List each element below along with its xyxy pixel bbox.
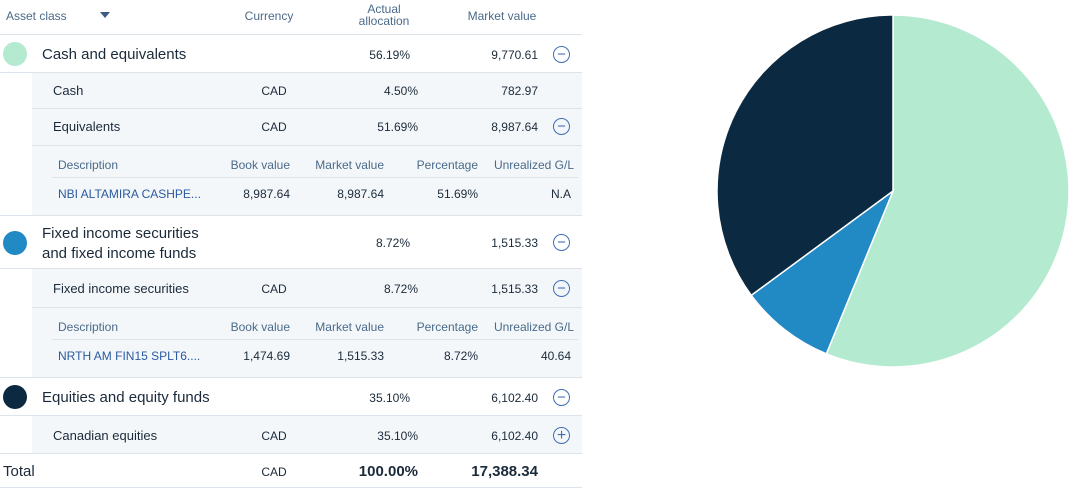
detail-header-market-value: Market value (315, 320, 384, 334)
subrow-currency: CAD (261, 282, 287, 296)
total-allocation: 100.00% (358, 463, 418, 480)
detail-header-unrealized-gl: Unrealized G/L (493, 320, 574, 334)
detail-header-description: Description (58, 320, 119, 334)
group-market-value: 6,102.40 (491, 391, 538, 405)
total-currency: CAD (261, 465, 287, 479)
asset-class-header[interactable]: Asset class (6, 9, 67, 23)
group-market-value: 1,515.33 (491, 236, 538, 250)
group-allocation: 8.72% (375, 236, 410, 250)
group-title-fixed-income: Fixed income securities and fixed income… (42, 225, 199, 262)
detail-header-market-value: Market value (315, 158, 384, 172)
subrow-currency: CAD (261, 120, 287, 134)
pie-slice-2 (716, 14, 894, 297)
subrow-allocation: 4.50% (383, 84, 418, 98)
subrow-allocation: 51.69% (377, 120, 418, 134)
allocation-header: Actual allocation (358, 2, 410, 28)
group-title-cash: Cash and equivalents (42, 46, 187, 63)
subrow-market-value: 6,102.40 (491, 429, 538, 443)
group-allocation: 56.19% (369, 48, 410, 62)
currency-header: Currency (244, 9, 294, 23)
subrow-name: Fixed income securities (53, 281, 189, 296)
collapse-equities-icon[interactable]: − (553, 389, 570, 406)
pie-slice-0 (825, 14, 1070, 368)
sort-caret-icon[interactable] (100, 12, 110, 18)
equities-legend-dot (3, 385, 27, 409)
detail-market-value: 1,515.33 (337, 349, 384, 363)
group-title-equities: Equities and equity funds (42, 389, 210, 406)
fixed-income-legend-dot (3, 231, 27, 255)
detail-header-book-value: Book value (230, 320, 290, 334)
allocation-pie-chart (716, 14, 1070, 368)
collapse-cash-icon[interactable]: − (553, 46, 570, 63)
group-allocation: 35.10% (369, 391, 410, 405)
group-market-value: 9,770.61 (491, 48, 538, 62)
total-label: Total (3, 463, 35, 480)
detail-unrealized-gl: N.A (550, 187, 571, 201)
expand-canadian-equities-icon[interactable]: + (553, 427, 570, 444)
detail-header-book-value: Book value (230, 158, 290, 172)
subrow-allocation: 35.10% (377, 429, 418, 443)
detail-header-percentage: Percentage (416, 158, 478, 172)
subrow-currency: CAD (261, 84, 287, 98)
detail-header-description: Description (58, 158, 119, 172)
cash-legend-dot (3, 42, 27, 66)
detail-percentage: 51.69% (437, 187, 478, 201)
subrow-market-value: 8,987.64 (491, 120, 538, 134)
subrow-currency: CAD (261, 429, 287, 443)
subrow-name: Equivalents (53, 119, 121, 134)
subrow-market-value: 1,515.33 (491, 282, 538, 296)
detail-description-link[interactable]: NRTH AM FIN15 SPLT6.... (58, 349, 201, 363)
detail-percentage: 8.72% (443, 349, 478, 363)
pie-slice-1 (750, 188, 895, 355)
subrow-name: Cash (53, 83, 84, 98)
collapse-equivalents-icon[interactable]: − (553, 118, 570, 135)
market-value-header: Market value (467, 9, 537, 23)
detail-description-link[interactable]: NBI ALTAMIRA CASHPE... (58, 187, 201, 201)
subrow-market-value: 782.97 (501, 84, 538, 98)
detail-unrealized-gl: 40.64 (540, 349, 571, 363)
collapse-fixed-income-icon[interactable]: − (553, 234, 570, 251)
detail-header-percentage: Percentage (416, 320, 478, 334)
total-market-value: 17,388.34 (471, 463, 538, 480)
detail-market-value: 8,987.64 (337, 187, 384, 201)
collapse-fixed-income-securities-icon[interactable]: − (553, 280, 570, 297)
detail-book-value: 8,987.64 (243, 187, 290, 201)
detail-header-unrealized-gl: Unrealized G/L (493, 158, 574, 172)
subrow-allocation: 8.72% (383, 282, 418, 296)
subrow-name: Canadian equities (53, 428, 158, 443)
detail-book-value: 1,474.69 (243, 349, 290, 363)
